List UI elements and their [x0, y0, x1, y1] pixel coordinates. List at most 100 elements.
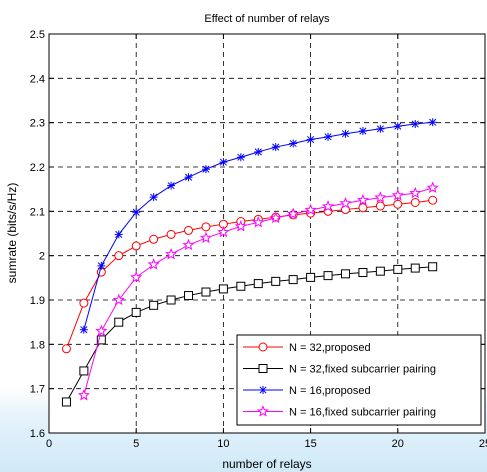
y-tick-label: 1.9 [30, 295, 45, 307]
data-point [184, 173, 193, 182]
data-point [356, 193, 369, 206]
y-tick-label: 2 [39, 251, 45, 263]
data-point [149, 193, 158, 202]
data-point [77, 388, 90, 401]
data-point [358, 127, 367, 136]
data-point [201, 165, 210, 174]
data-point [184, 291, 194, 301]
legend: N = 32,proposed N = 32,fixed subcarrier p… [236, 334, 482, 426]
data-point [236, 281, 246, 291]
legend-marker [259, 386, 267, 394]
series-line-0 [65, 199, 433, 349]
x-tick-label: 25 [479, 438, 487, 450]
data-point [79, 366, 89, 376]
data-point [391, 189, 404, 201]
y-tick-label: 2.2 [30, 162, 45, 174]
data-point [131, 241, 141, 251]
data-point [374, 191, 387, 203]
data-point [375, 266, 385, 276]
data-point [271, 276, 281, 286]
axis-ticks: 0 5 10 15 20 25 1.6 1.7 1.8 1.9 2 2.1 2.2 2.3 2.4 2.5 [30, 29, 487, 450]
data-point [410, 197, 420, 207]
data-point [306, 272, 316, 282]
data-point [288, 275, 298, 285]
x-axis-label: number of relays [222, 457, 311, 471]
data-point [147, 258, 160, 270]
series-line-1 [66, 266, 433, 403]
data-point [217, 225, 230, 238]
data-point [95, 324, 108, 337]
legend-marker [256, 405, 270, 417]
data-point [358, 203, 368, 213]
data-point [182, 238, 195, 251]
y-axis-label: sumrate (bits/s/Hz) [5, 183, 19, 284]
data-point [236, 153, 245, 162]
data-point [393, 122, 402, 131]
data-point [166, 229, 176, 239]
data-point [114, 251, 124, 261]
legend-marker [258, 342, 268, 352]
data-point [411, 119, 420, 128]
data-point [61, 397, 71, 407]
data-point [393, 199, 403, 209]
series-layer [61, 118, 439, 407]
data-point [271, 143, 280, 152]
data-point [341, 129, 350, 138]
grid [49, 34, 485, 433]
data-point [409, 186, 422, 199]
x-tick-label: 0 [46, 438, 52, 450]
data-point [97, 261, 106, 270]
data-point [428, 262, 438, 272]
y-tick-label: 1.6 [30, 428, 45, 440]
data-point [287, 207, 300, 220]
data-point [79, 325, 88, 334]
chart-title: Effect of number of relays [204, 13, 330, 25]
x-tick-label: 15 [304, 438, 316, 450]
data-point [376, 124, 385, 133]
y-tick-label: 1.8 [30, 339, 45, 351]
data-point [184, 225, 194, 235]
data-point [112, 293, 125, 306]
data-point [410, 263, 420, 273]
data-point [201, 222, 211, 232]
data-point [219, 158, 228, 167]
data-point [96, 335, 106, 345]
data-point [149, 234, 159, 244]
data-point [166, 295, 176, 305]
legend-box [236, 334, 482, 426]
data-point [130, 271, 143, 283]
data-point [304, 203, 317, 216]
data-point [114, 230, 123, 239]
data-point [149, 300, 159, 310]
plot-frame [48, 33, 486, 434]
y-tick-label: 2.4 [30, 73, 45, 85]
data-point [269, 211, 282, 224]
legend-label: N = 32,fixed subcarrier pairing [289, 364, 436, 376]
data-point [61, 344, 71, 354]
data-point [253, 279, 263, 289]
y-tick-label: 2.5 [30, 29, 45, 41]
data-point [358, 268, 368, 278]
data-point [254, 147, 263, 156]
x-tick-label: 10 [217, 438, 229, 450]
data-point [131, 307, 141, 317]
data-point [167, 181, 176, 190]
data-point [252, 216, 265, 228]
legend-label: N = 32,proposed [289, 342, 371, 354]
data-point [340, 269, 350, 279]
data-point [114, 317, 124, 327]
y-tick-label: 1.7 [30, 384, 45, 396]
data-point [428, 118, 437, 127]
data-point [79, 298, 89, 308]
data-point [234, 220, 247, 232]
data-point [393, 264, 403, 274]
data-point [199, 231, 212, 244]
legend-label: N = 16,proposed [289, 385, 371, 397]
x-tick-label: 20 [392, 438, 404, 450]
data-point [428, 195, 438, 205]
data-point [132, 208, 141, 217]
data-point [322, 200, 335, 212]
data-point [426, 181, 439, 193]
data-point [201, 287, 211, 297]
